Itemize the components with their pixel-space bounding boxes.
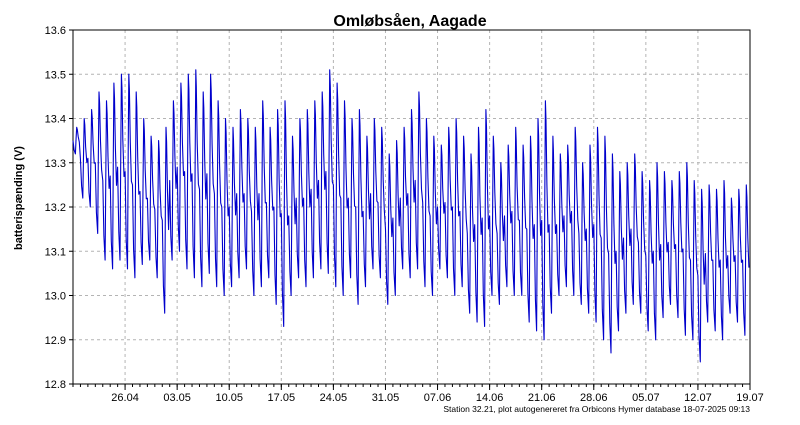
x-tick-label: 17.05 xyxy=(268,392,296,404)
grid-lines xyxy=(73,30,750,384)
x-tick-label: 26.04 xyxy=(111,392,139,404)
x-tick-label: 12.07 xyxy=(684,392,712,404)
y-tick-label: 13.5 xyxy=(45,69,66,81)
y-tick-label: 12.8 xyxy=(45,379,66,391)
x-tick-label: 03.05 xyxy=(163,392,191,404)
x-tick-labels: 26.04 03.05 10.05 17.05 24.05 31.05 07.06 14.06… xyxy=(111,392,763,404)
x-tick-label: 10.05 xyxy=(215,392,243,404)
y-tick-label: 12.9 xyxy=(45,335,66,347)
y-tick-labels: 12.8 12.9 13.0 13.1 13.2 13.3 13.4 13.5 13.6 xyxy=(45,25,66,391)
x-tick-label: 28.06 xyxy=(580,392,608,404)
chart-title: Omløbsåen, Aagade xyxy=(333,12,486,30)
footer-note: Station 32.21, plot autogenereret fra Or… xyxy=(443,404,750,414)
y-tick-label: 13.2 xyxy=(45,202,66,214)
x-tick-label: 14.06 xyxy=(476,392,504,404)
x-tick-label: 05.07 xyxy=(632,392,660,404)
y-tick-label: 13.6 xyxy=(45,25,66,37)
y-tick-label: 13.4 xyxy=(45,114,66,126)
y-tick-label: 13.0 xyxy=(45,291,66,303)
y-tick-label: 13.3 xyxy=(45,158,66,170)
y-axis-label: batterispænding (V) xyxy=(13,146,25,250)
axis-ticks xyxy=(69,29,751,390)
x-tick-label: 24.05 xyxy=(320,392,348,404)
y-tick-label: 13.1 xyxy=(45,246,66,258)
battery-voltage-line xyxy=(72,69,750,363)
x-tick-label: 07.06 xyxy=(424,392,452,404)
x-tick-label: 31.05 xyxy=(372,392,400,404)
x-tick-label: 21.06 xyxy=(528,392,556,404)
x-tick-label: 19.07 xyxy=(736,392,764,404)
